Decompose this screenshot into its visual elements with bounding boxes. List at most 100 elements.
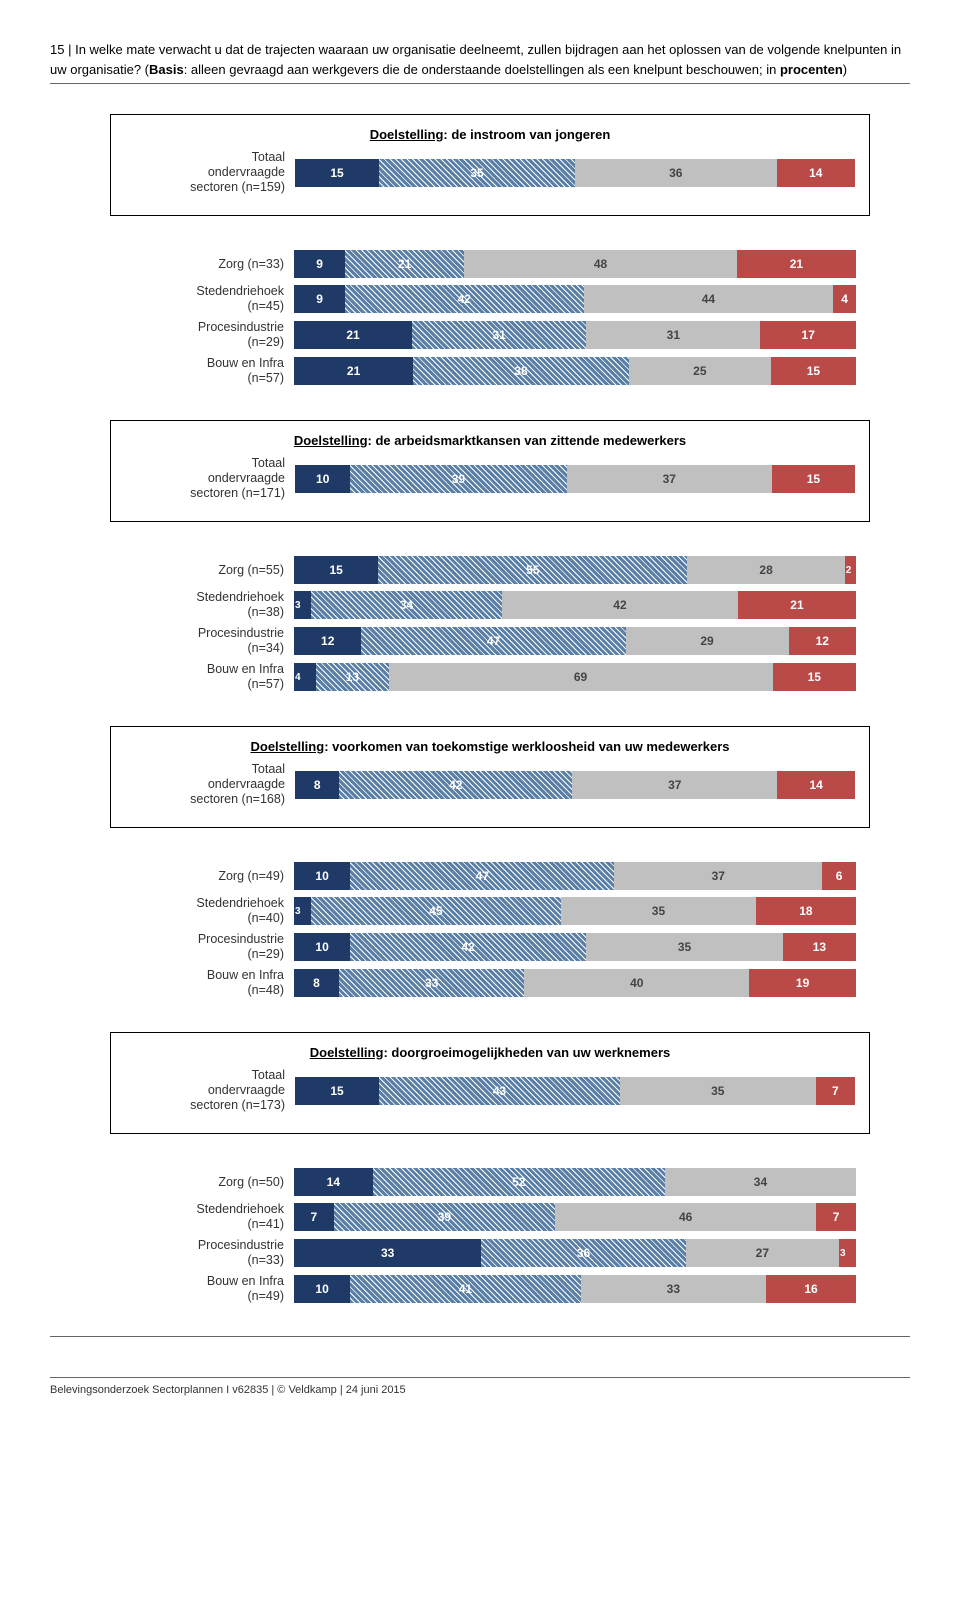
question-number: 15 | [50, 42, 71, 57]
bar-segment: 18 [756, 897, 856, 925]
chart-title-underline: Doelstelling [310, 1045, 384, 1060]
bar-segment: 21 [345, 250, 464, 278]
bar-row: Procesindustrie(n=29)21313117 [124, 320, 856, 350]
stacked-bar: 21313117 [294, 321, 856, 349]
bar-segment: 52 [373, 1168, 665, 1196]
chart-title: Doelstelling: voorkomen van toekomstige … [125, 739, 855, 754]
bar-segment: 35 [561, 897, 756, 925]
bar-segment: 21 [737, 250, 856, 278]
bar-segment: 55 [378, 556, 687, 584]
bar-segment: 31 [412, 321, 586, 349]
stacked-bar: 15353614 [295, 159, 855, 187]
bar-row: Bouw en Infra(n=48)8334019 [124, 968, 856, 998]
bar-segment: 33 [581, 1275, 766, 1303]
bar-row: Zorg (n=50)145234 [124, 1168, 856, 1196]
bar-segment: 21 [294, 357, 413, 385]
chart-title-rest: : de arbeidsmarktkansen van zittende med… [368, 433, 687, 448]
bar-segment: 37 [614, 862, 822, 890]
row-label: Procesindustrie(n=33) [124, 1238, 294, 1268]
row-label: Bouw en Infra(n=57) [124, 356, 294, 386]
bar-segment: 10 [294, 933, 350, 961]
bar-segment: 13 [783, 933, 856, 961]
bar-segment: 15 [772, 465, 855, 493]
bar-row: Procesindustrie(n=33)3336273 [124, 1238, 856, 1268]
bar-segment: 4 [294, 663, 316, 691]
stacked-bar: 942444 [294, 285, 856, 313]
bar-segment: 21 [738, 591, 856, 619]
bar-segment: 15 [773, 663, 856, 691]
bar-segment: 21 [294, 321, 412, 349]
bar-segment: 36 [481, 1239, 685, 1267]
bar-segment: 3 [294, 897, 311, 925]
stacked-bar: 739467 [294, 1203, 856, 1231]
row-label: Totaalondervraagdesectoren (n=171) [125, 456, 295, 501]
bar-segment: 19 [749, 969, 856, 997]
bar-segment: 35 [620, 1077, 816, 1105]
bar-segment: 12 [789, 627, 856, 655]
bar-segment: 7 [294, 1203, 334, 1231]
bar-segment: 35 [379, 159, 575, 187]
bar-segment: 9 [294, 250, 345, 278]
bar-segment: 10 [294, 1275, 350, 1303]
bar-row: Stedendriehoek(n=40)3453518 [124, 896, 856, 926]
bar-segment: 35 [586, 933, 783, 961]
bar-row: Procesindustrie(n=34)12472912 [124, 626, 856, 656]
stacked-bar: 145234 [294, 1168, 856, 1196]
bar-segment: 31 [586, 321, 760, 349]
bar-segment: 42 [502, 591, 738, 619]
bar-segment: 7 [816, 1203, 856, 1231]
bar-segment: 36 [575, 159, 777, 187]
bar-segment: 34 [311, 591, 502, 619]
page: 15 | In welke mate verwacht u dat de tra… [0, 0, 960, 1426]
bar-row: Stedendriehoek(n=41)739467 [124, 1202, 856, 1232]
stacked-bar: 1543357 [295, 1077, 855, 1105]
row-label: Bouw en Infra(n=57) [124, 662, 294, 692]
stacked-bar: 8334019 [294, 969, 856, 997]
basis-bold: Basis [149, 62, 184, 77]
stacked-bar: 21382515 [294, 357, 856, 385]
row-label: Bouw en Infra(n=48) [124, 968, 294, 998]
row-label: Stedendriehoek(n=40) [124, 896, 294, 926]
question-body-2: : alleen gevraagd aan werkgevers die de … [184, 62, 780, 77]
bar-segment: 33 [294, 1239, 481, 1267]
bar-row: Zorg (n=49)1047376 [124, 862, 856, 890]
chart-box: Doelstelling: voorkomen van toekomstige … [110, 726, 870, 828]
stacked-bar: 12472912 [294, 627, 856, 655]
bar-segment: 44 [584, 285, 834, 313]
stacked-bar: 10423513 [294, 933, 856, 961]
bar-segment: 46 [555, 1203, 816, 1231]
charts-container: Doelstelling: de instroom van jongerenTo… [50, 114, 910, 1318]
bar-segment: 8 [294, 969, 339, 997]
bar-row: Stedendriehoek(n=38)3344221 [124, 590, 856, 620]
bar-row: Zorg (n=33)9214821 [124, 250, 856, 278]
chart-title: Doelstelling: doorgroeimogelijkheden van… [125, 1045, 855, 1060]
chart-title-underline: Doelstelling [251, 739, 325, 754]
stacked-bar: 3344221 [294, 591, 856, 619]
chart-title: Doelstelling: de arbeidsmarktkansen van … [125, 433, 855, 448]
bar-segment: 7 [816, 1077, 855, 1105]
stacked-bar: 3453518 [294, 897, 856, 925]
bar-segment: 3 [294, 591, 311, 619]
row-label: Totaalondervraagdesectoren (n=159) [125, 150, 295, 195]
bar-segment: 6 [822, 862, 856, 890]
bar-segment: 3 [839, 1239, 856, 1267]
bar-segment: 4 [833, 285, 856, 313]
bar-segment: 42 [339, 771, 572, 799]
row-label: Procesindustrie(n=34) [124, 626, 294, 656]
stacked-bar: 8423714 [295, 771, 855, 799]
chart-detail: Zorg (n=55)1555282Stedendriehoek(n=38)33… [110, 542, 870, 706]
bar-segment: 12 [294, 627, 361, 655]
footer-text: Belevingsonderzoek Sectorplannen I v6283… [50, 1377, 910, 1396]
row-label: Totaalondervraagdesectoren (n=168) [125, 762, 295, 807]
stacked-bar: 9214821 [294, 250, 856, 278]
bar-segment: 37 [572, 771, 777, 799]
chart-title-rest: : doorgroeimogelijkheden van uw werkneme… [383, 1045, 670, 1060]
stacked-bar: 1047376 [294, 862, 856, 890]
question-block: 15 | In welke mate verwacht u dat de tra… [50, 40, 910, 84]
bar-segment: 15 [294, 556, 378, 584]
chart-title-rest: : voorkomen van toekomstige werkloosheid… [324, 739, 729, 754]
row-label: Zorg (n=49) [124, 869, 294, 884]
bar-row: Totaalondervraagdesectoren (n=171)103937… [125, 456, 855, 501]
bar-segment: 2 [845, 556, 856, 584]
bar-segment: 39 [350, 465, 566, 493]
